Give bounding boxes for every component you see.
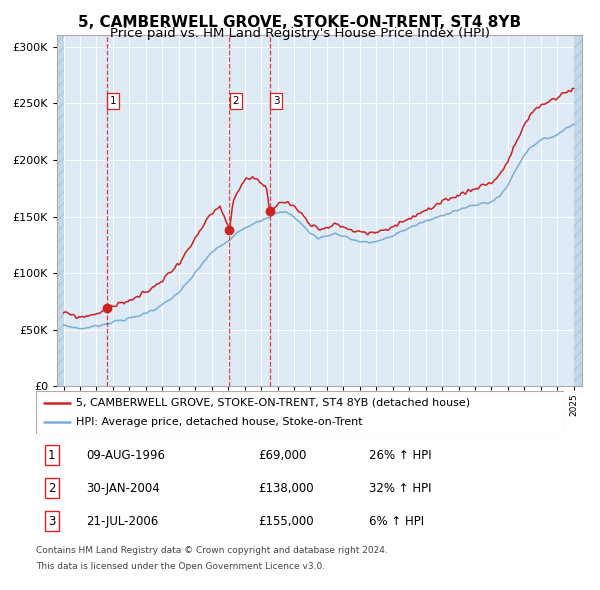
Text: 6% ↑ HPI: 6% ↑ HPI: [368, 514, 424, 528]
Text: £69,000: £69,000: [258, 448, 306, 462]
Bar: [57, 35, 64, 386]
Text: £138,000: £138,000: [258, 481, 313, 495]
Text: 09-AUG-1996: 09-AUG-1996: [86, 448, 165, 462]
Text: Price paid vs. HM Land Registry's House Price Index (HPI): Price paid vs. HM Land Registry's House …: [110, 27, 490, 40]
Text: 30-JAN-2004: 30-JAN-2004: [86, 481, 160, 495]
Text: 2: 2: [232, 96, 239, 106]
Text: 26% ↑ HPI: 26% ↑ HPI: [368, 448, 431, 462]
Bar: [574, 35, 582, 386]
Text: This data is licensed under the Open Government Licence v3.0.: This data is licensed under the Open Gov…: [36, 562, 325, 571]
Text: 3: 3: [273, 96, 280, 106]
Text: 2: 2: [48, 481, 56, 495]
Text: 1: 1: [110, 96, 116, 106]
Text: 5, CAMBERWELL GROVE, STOKE-ON-TRENT, ST4 8YB: 5, CAMBERWELL GROVE, STOKE-ON-TRENT, ST4…: [79, 15, 521, 30]
Text: HPI: Average price, detached house, Stoke-on-Trent: HPI: Average price, detached house, Stok…: [76, 417, 362, 427]
Text: 32% ↑ HPI: 32% ↑ HPI: [368, 481, 431, 495]
Text: 21-JUL-2006: 21-JUL-2006: [86, 514, 158, 528]
FancyBboxPatch shape: [36, 391, 564, 434]
Text: 5, CAMBERWELL GROVE, STOKE-ON-TRENT, ST4 8YB (detached house): 5, CAMBERWELL GROVE, STOKE-ON-TRENT, ST4…: [76, 398, 470, 408]
Text: 3: 3: [48, 514, 56, 528]
Text: £155,000: £155,000: [258, 514, 313, 528]
Text: Contains HM Land Registry data © Crown copyright and database right 2024.: Contains HM Land Registry data © Crown c…: [36, 546, 388, 555]
Text: 1: 1: [48, 448, 56, 462]
